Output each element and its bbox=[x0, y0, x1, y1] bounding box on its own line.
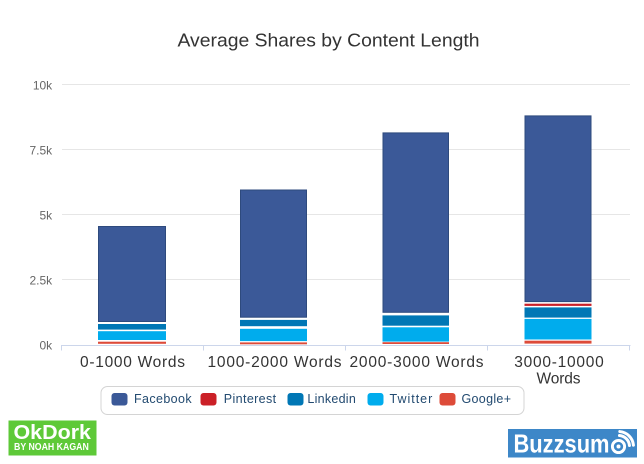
svg-text:Pinterest: Pinterest bbox=[224, 392, 277, 406]
svg-text:OkDork: OkDork bbox=[14, 421, 92, 444]
svg-text:Google+: Google+ bbox=[462, 392, 512, 406]
svg-text:10k: 10k bbox=[33, 79, 53, 93]
svg-text:Buzzsum: Buzzsum bbox=[514, 428, 610, 458]
svg-text:Linkedin: Linkedin bbox=[307, 392, 355, 406]
svg-text:5k: 5k bbox=[40, 209, 54, 223]
svg-text:0k: 0k bbox=[40, 339, 54, 353]
svg-text:Words: Words bbox=[537, 371, 581, 388]
svg-text:Twitter: Twitter bbox=[390, 392, 433, 406]
svg-text:1000-2000 Words: 1000-2000 Words bbox=[208, 354, 342, 371]
svg-text:2000-3000 Words: 2000-3000 Words bbox=[350, 354, 484, 371]
svg-text:BY NOAH KAGAN: BY NOAH KAGAN bbox=[14, 441, 89, 453]
svg-text:0-1000 Words: 0-1000 Words bbox=[80, 354, 185, 371]
svg-text:7.5k: 7.5k bbox=[30, 144, 54, 158]
svg-text:Average Shares by Content Leng: Average Shares by Content Length bbox=[178, 31, 480, 51]
svg-text:3000-10000: 3000-10000 bbox=[514, 354, 604, 371]
svg-text:Facebook: Facebook bbox=[134, 392, 192, 406]
svg-text:2.5k: 2.5k bbox=[30, 274, 54, 288]
